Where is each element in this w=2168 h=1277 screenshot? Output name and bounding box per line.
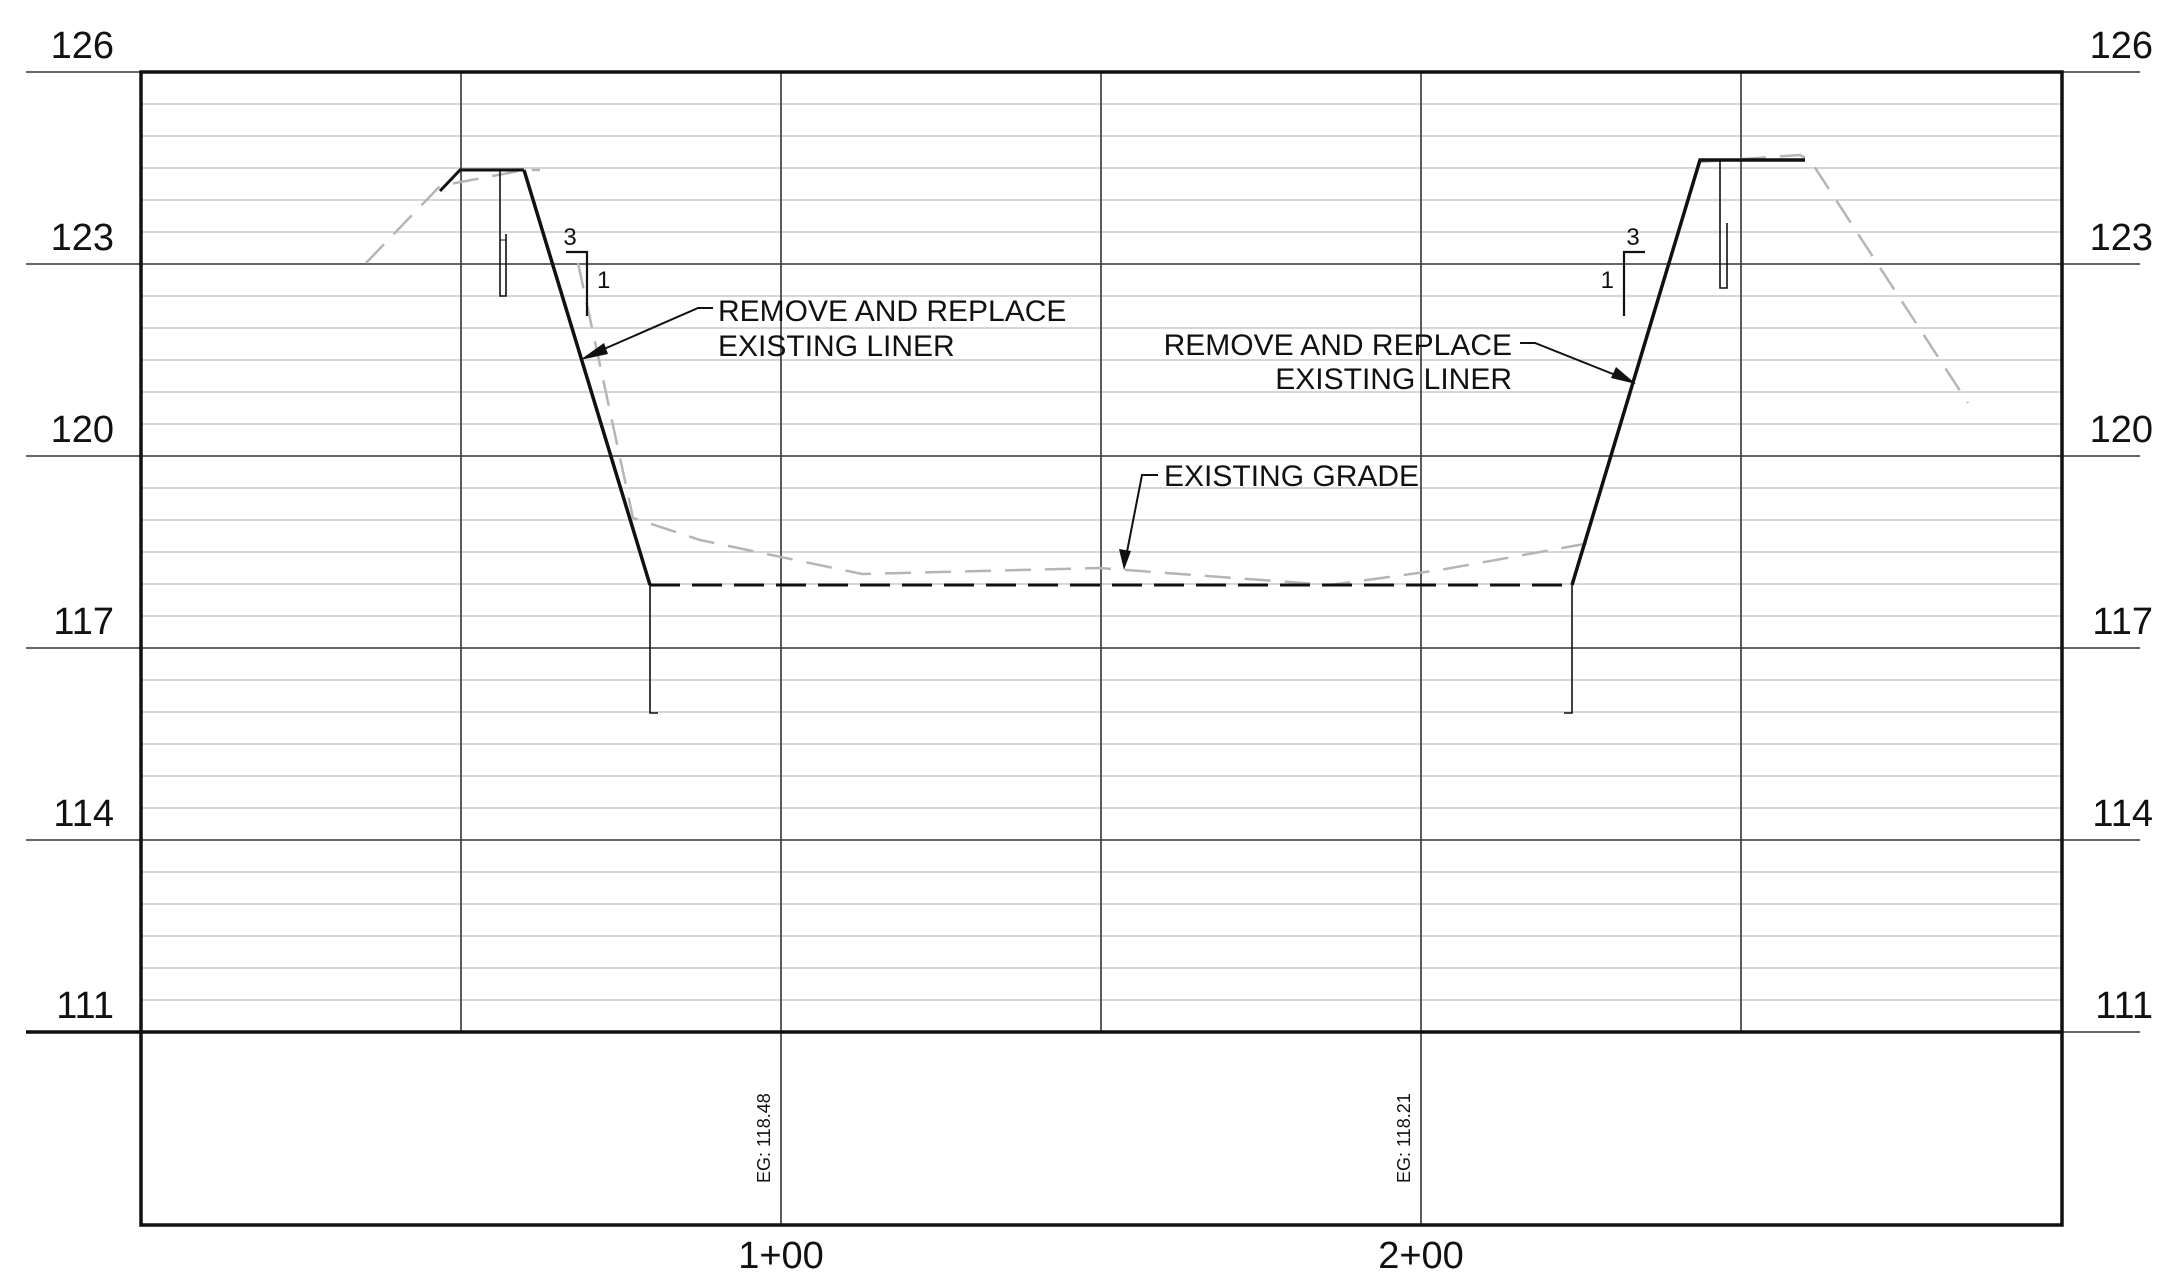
- major-grid: [26, 71, 2140, 1225]
- slope-indicator-right: 3 1: [1601, 224, 1645, 316]
- callout-text: EXISTING GRADE: [1164, 460, 1419, 493]
- callout-right-liner: REMOVE AND REPLACE EXISTING LINER: [1164, 329, 1636, 396]
- profile-frame: [139, 70, 2064, 1227]
- callout-text: EXISTING LINER: [1275, 363, 1512, 396]
- slope-run: 3: [563, 224, 576, 251]
- station-label: 2+00: [1378, 1235, 1464, 1277]
- elevation-label: 126: [2090, 25, 2153, 67]
- elevation-label: 117: [2092, 601, 2153, 643]
- callout-existing-grade: EXISTING GRADE: [1119, 460, 1419, 570]
- slope-indicator-left: 3 1: [563, 224, 610, 316]
- slope-rise: 1: [597, 267, 610, 294]
- elevation-label: 123: [51, 217, 114, 259]
- elevation-label: 117: [53, 601, 114, 643]
- elevation-label: 120: [51, 409, 114, 451]
- elevation-label: 114: [53, 793, 114, 835]
- existing-grade-value: EG: 118.21: [1394, 1093, 1414, 1183]
- elevation-label: 111: [2095, 985, 2153, 1027]
- elevation-label: 111: [56, 985, 114, 1027]
- elevation-labels-left: 126 123 120 117 114 111: [51, 25, 114, 1027]
- callout-text: REMOVE AND REPLACE: [1164, 329, 1512, 362]
- elevation-labels-right: 126 123 120 117 114 111: [2090, 25, 2153, 1027]
- elevation-label: 126: [51, 25, 114, 67]
- callout-left-liner: REMOVE AND REPLACE EXISTING LINER: [580, 295, 1066, 363]
- callout-text: EXISTING LINER: [718, 330, 955, 363]
- elevation-label: 114: [2092, 793, 2153, 835]
- station-label: 1+00: [738, 1235, 824, 1277]
- proposed-channel-section: [438, 158, 1805, 714]
- slope-run: 3: [1626, 224, 1639, 251]
- callout-text: REMOVE AND REPLACE: [718, 295, 1066, 328]
- slope-rise: 1: [1601, 267, 1614, 294]
- elevation-label: 120: [2090, 409, 2153, 451]
- elevation-label: 123: [2090, 217, 2153, 259]
- existing-grade-value: EG: 118.48: [754, 1093, 774, 1183]
